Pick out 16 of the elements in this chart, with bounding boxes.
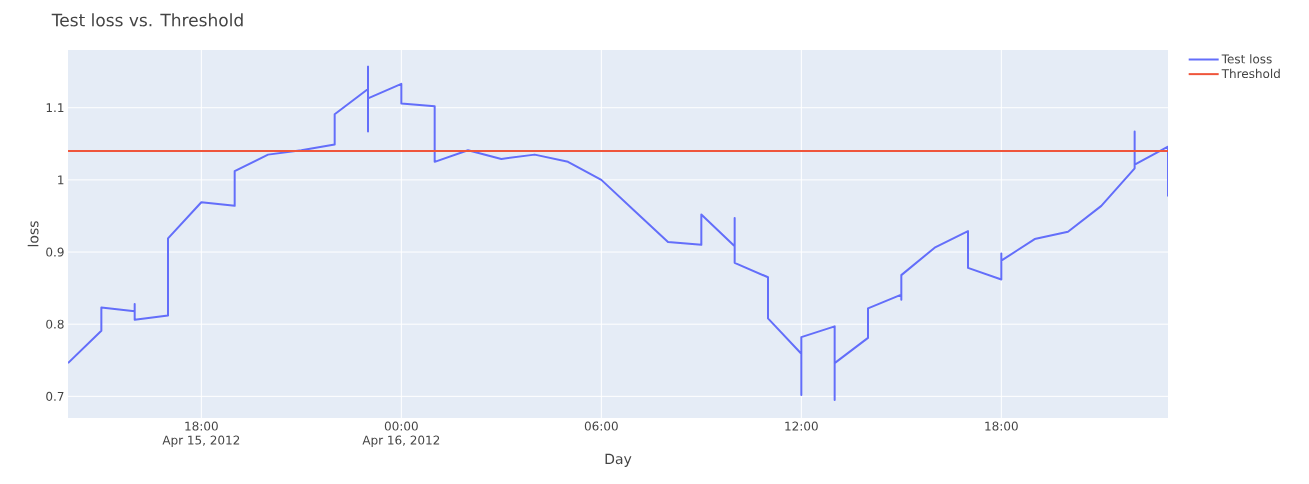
y-tick-label: 0.8 — [46, 319, 64, 329]
y-tick-label: 1 — [58, 175, 64, 185]
x-tick-label: 12:00 — [785, 421, 818, 431]
x-axis-title: Day — [605, 453, 632, 467]
x-tick-label: 18:00 — [985, 421, 1018, 431]
y-tick-label: 1.1 — [46, 103, 64, 113]
legend-label: Test loss — [1221, 54, 1272, 64]
y-axis-title: loss — [27, 221, 39, 247]
x-tick-label: 18:00 Apr 15, 2012 — [162, 421, 240, 447]
y-tick-label: 0.7 — [46, 391, 64, 401]
chart-title: Test loss vs. Threshold — [51, 13, 243, 27]
line-series — [68, 65, 1168, 401]
y-tick-label: 0.9 — [46, 247, 64, 257]
legend-label: Threshold — [1221, 68, 1280, 79]
x-tick-label: 00:00 Apr 16, 2012 — [362, 421, 440, 447]
x-tick-label: 06:00 — [584, 421, 618, 431]
